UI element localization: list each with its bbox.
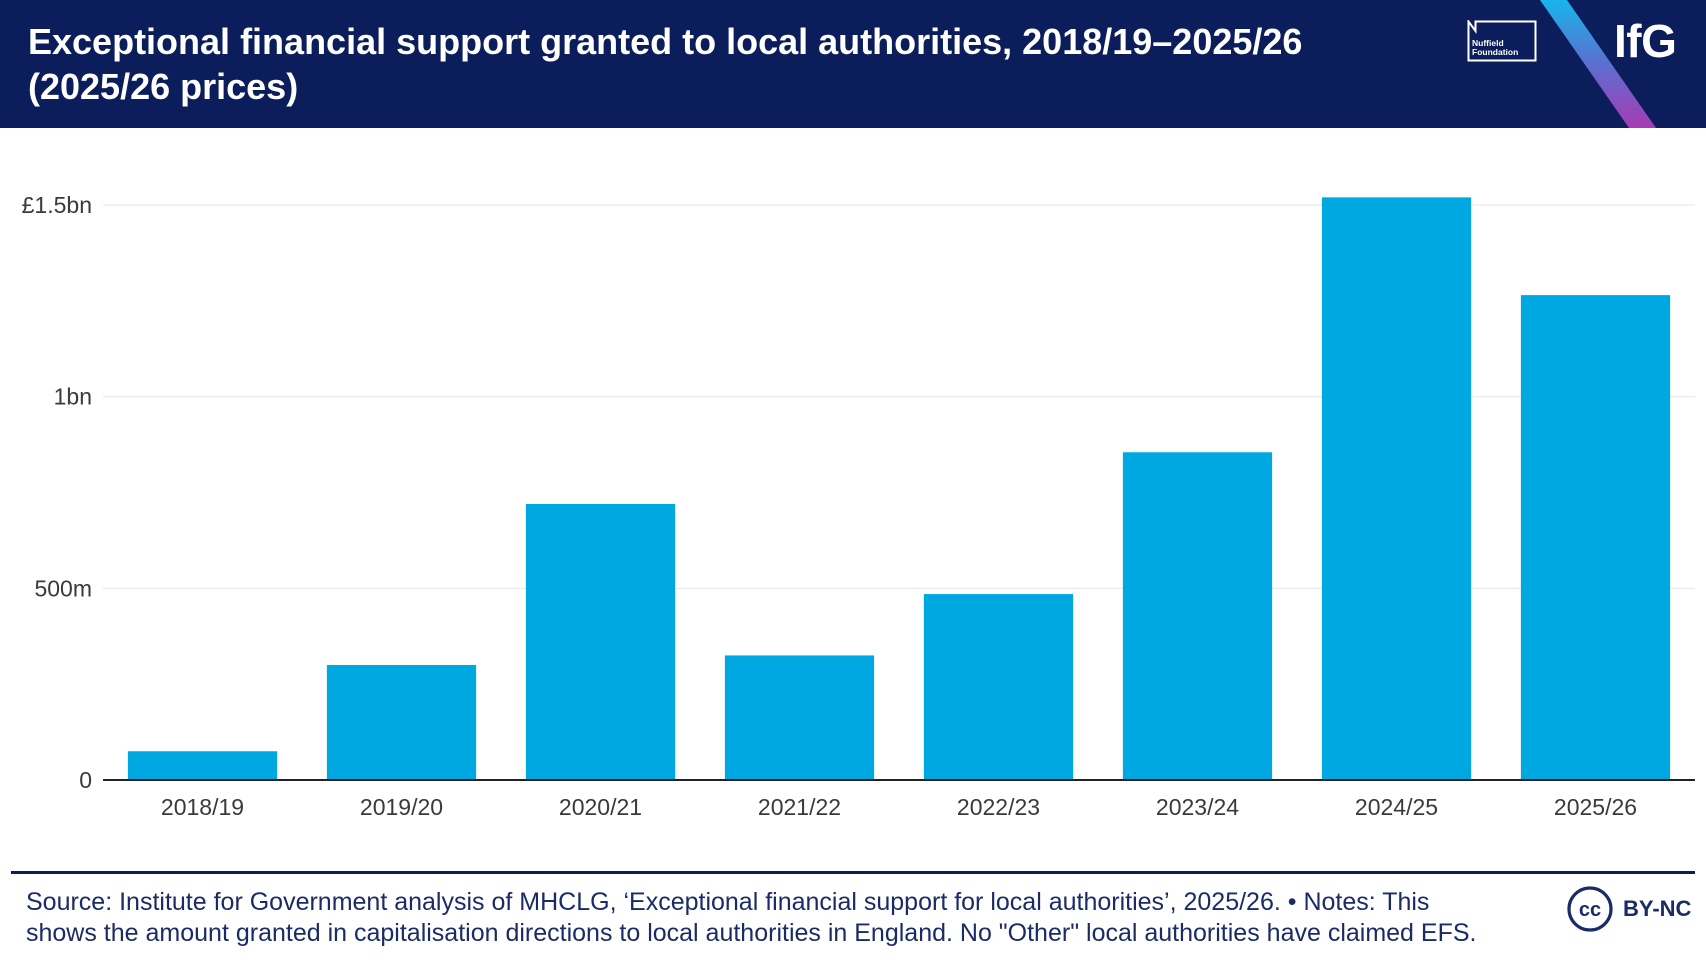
nuffield-logo-line1: Nuffield: [1472, 38, 1504, 48]
y-tick-label-500: 500m: [34, 575, 92, 601]
bar-2023-24: [1122, 452, 1273, 780]
ifg-logo-stripe: [1540, 0, 1656, 128]
bar-2019-20: [326, 665, 477, 780]
nuffield-logo-line2: Foundation: [1472, 47, 1518, 57]
x-axis-tick-labels: 2018/19 2019/20 2020/21 2021/22 2022/23 2023/…: [161, 794, 1637, 820]
source-note-line-1: Source: Institute for Government analysi…: [26, 888, 1430, 916]
bar-2024-25: [1321, 197, 1472, 780]
x-tick-label-2021-22: 2021/22: [758, 794, 841, 820]
x-tick-label-2018-19: 2018/19: [161, 794, 244, 820]
chart-title: Exceptional financial support granted to…: [28, 21, 1303, 107]
x-tick-label-2024-25: 2024/25: [1355, 794, 1438, 820]
y-tick-label-1000: 1bn: [54, 384, 92, 410]
source-note-line-2: shows the amount granted in capitalisati…: [26, 919, 1477, 947]
header-banner: Exceptional financial support granted to…: [0, 0, 1706, 128]
x-tick-label-2025-26: 2025/26: [1554, 794, 1637, 820]
source-note: Source: Institute for Government analysi…: [26, 887, 1476, 949]
bars: [127, 197, 1671, 780]
cc-icon: cc: [1567, 886, 1613, 932]
bar-2018-19: [127, 751, 278, 780]
x-tick-label-2019-20: 2019/20: [360, 794, 443, 820]
bar-2025-26: [1520, 295, 1671, 780]
x-tick-label-2022-23: 2022/23: [957, 794, 1040, 820]
y-tick-label-0: 0: [79, 767, 92, 793]
x-tick-label-2020-21: 2020/21: [559, 794, 642, 820]
nuffield-foundation-logo: Nuffield Foundation: [1467, 20, 1537, 62]
bar-2022-23: [923, 594, 1074, 780]
nuffield-logo-frame: [1467, 20, 1537, 62]
bar-2021-22: [724, 655, 875, 780]
bar-2020-21: [525, 504, 676, 780]
footer-divider: [11, 871, 1695, 874]
license-label: BY-NC: [1623, 896, 1692, 921]
bar-chart: 0 500m 1bn £1.5bn 2018/19 2019/20 2020/21 2021…: [22, 192, 1695, 820]
y-axis-tick-labels: 0 500m 1bn £1.5bn: [22, 192, 92, 793]
cc-icon-text: cc: [1579, 899, 1601, 921]
ifg-logo: IfG: [1614, 15, 1677, 67]
x-tick-label-2023-24: 2023/24: [1156, 794, 1239, 820]
y-tick-label-1500: £1.5bn: [22, 192, 92, 218]
